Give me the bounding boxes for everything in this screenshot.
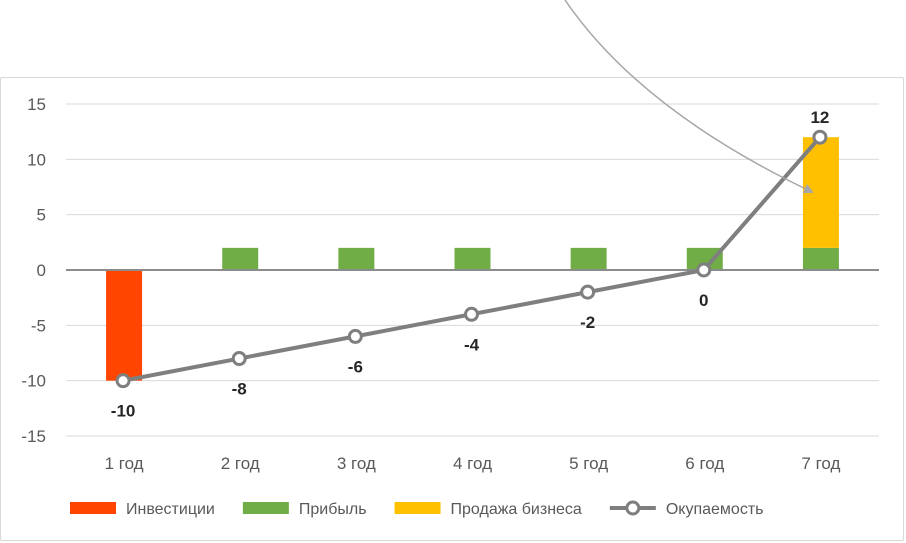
x-tick-label: 6 год	[685, 454, 724, 473]
data-label: -10	[111, 402, 136, 421]
y-tick-label: 0	[37, 261, 46, 280]
data-label: -8	[232, 380, 247, 399]
bar-Прибыль	[454, 247, 491, 270]
bar-Прибыль	[802, 247, 839, 270]
legend-layer: Инвестиции Прибыль Продажа бизнеса Окупаемо…	[70, 500, 764, 518]
x-tick-label: 2 год	[221, 454, 260, 473]
bar-Прибыль	[570, 247, 607, 270]
annotation-arrow	[564, 0, 814, 194]
payback-point	[115, 373, 131, 389]
data-label: -4	[464, 335, 480, 354]
grid-layer	[66, 103, 879, 437]
bar-Прибыль	[686, 247, 723, 270]
legend-label: Продажа бизнеса	[451, 501, 582, 518]
legend-label: Инвестиции	[126, 501, 215, 518]
x-tick-label: 3 год	[337, 454, 376, 473]
payback-point	[580, 284, 596, 300]
legend-marker	[625, 500, 641, 516]
y-tick-label: -5	[31, 316, 46, 335]
line-layer	[115, 129, 828, 389]
payback-point	[347, 328, 363, 344]
legend-label: Прибыль	[299, 501, 367, 518]
label-layer: -10 -8 -6 -4 -2 0 12	[111, 108, 830, 420]
axis-layer: 15 10 5 0 -5 -10 -15 1 год 2 год 3 год 4 год 5 год 6…	[21, 95, 879, 473]
x-tick-label: 4 год	[453, 454, 492, 473]
legend-swatch	[242, 502, 289, 514]
legend-swatch	[70, 502, 116, 514]
bar-Прибыль	[338, 247, 375, 270]
legend-label: Окупаемость	[666, 501, 764, 518]
bar-layer	[106, 137, 839, 381]
payback-point	[464, 306, 479, 322]
y-tick-label: -10	[21, 372, 46, 391]
bar-Инвестиции	[106, 270, 143, 381]
y-tick-label: 15	[27, 95, 46, 114]
payback-point	[696, 262, 712, 278]
legend-swatch	[394, 502, 441, 514]
y-tick-label: 10	[27, 150, 46, 169]
x-tick-label: 1 год	[105, 454, 144, 473]
chart-frame	[0, 77, 904, 541]
y-tick-label: -15	[21, 427, 46, 446]
x-tick-label: 5 год	[569, 454, 608, 473]
data-label: 0	[699, 291, 708, 310]
data-label: -6	[348, 357, 363, 376]
bar-Продажа бизнеса	[802, 137, 839, 248]
payback-point	[231, 351, 247, 367]
y-tick-label: 5	[37, 206, 46, 225]
data-label: 12	[810, 108, 829, 127]
payback-point	[812, 129, 828, 145]
data-label: -2	[580, 313, 595, 332]
x-tick-label: 7 год	[801, 454, 840, 473]
bar-Прибыль	[222, 247, 259, 270]
